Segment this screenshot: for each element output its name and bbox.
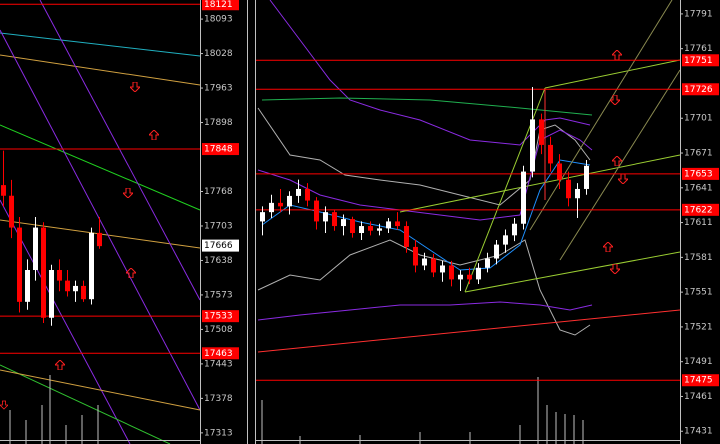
candle-body — [521, 171, 526, 224]
y-tick-label: 17443 — [204, 359, 233, 369]
y-tick-label: 18093 — [204, 15, 233, 25]
candle-body — [566, 179, 571, 199]
candle-body — [539, 119, 544, 145]
y-tick-label: 17551 — [684, 288, 713, 298]
y-tick-label: 17701 — [684, 114, 713, 124]
candle-body — [287, 195, 292, 207]
current-price-box — [202, 239, 239, 252]
y-tick-label: 17898 — [204, 118, 233, 128]
candle-body — [503, 235, 508, 245]
y-tick-label: 17791 — [684, 9, 713, 19]
candle-body — [332, 212, 337, 227]
candle-body — [467, 274, 472, 280]
candle-body — [278, 202, 283, 207]
y-tick-label: 17508 — [204, 325, 233, 335]
candle-body — [305, 188, 310, 201]
candle-body — [548, 144, 553, 164]
candle-body — [557, 163, 562, 180]
candle-body — [1, 185, 6, 196]
candle-body — [575, 188, 580, 199]
y-tick-label: 17521 — [684, 322, 713, 332]
candle-body — [350, 219, 355, 234]
candle-body — [314, 200, 319, 222]
candle-body — [377, 228, 382, 231]
price-label: 17622 — [684, 205, 713, 215]
y-tick-label: 17491 — [684, 357, 713, 367]
candle-body — [584, 165, 589, 189]
candle-body — [431, 258, 436, 273]
y-tick-label: 17768 — [204, 187, 233, 197]
price-label: 17726 — [684, 85, 713, 95]
y-tick-label: 17611 — [684, 218, 713, 228]
candle-body — [395, 221, 400, 227]
price-label: 18121 — [204, 0, 233, 10]
price-label-box — [202, 347, 239, 360]
candle-body — [512, 223, 517, 236]
price-label-box — [202, 143, 239, 156]
price-label: 17463 — [204, 349, 233, 359]
price-label: 17475 — [684, 376, 713, 386]
candle-body — [458, 274, 463, 280]
candle-body — [65, 280, 70, 292]
price-label-box — [202, 310, 239, 323]
candle-body — [9, 195, 14, 228]
candle-body — [359, 226, 364, 234]
candle-body — [57, 270, 62, 281]
y-tick-label: 17573 — [204, 290, 233, 300]
candle-body — [41, 227, 46, 318]
y-tick-label: 17461 — [684, 392, 713, 402]
candle-body — [368, 226, 373, 231]
price-label-box — [682, 374, 719, 387]
y-tick-label: 17431 — [684, 427, 713, 437]
candle-body — [341, 219, 346, 227]
decoration — [0, 0, 681, 444]
candle-body — [49, 270, 54, 318]
price-label: 17848 — [204, 145, 233, 155]
candle-body — [296, 188, 301, 196]
current-price-label: 17666 — [204, 241, 233, 251]
price-label-box — [682, 167, 719, 180]
y-tick-label: 17671 — [684, 149, 713, 159]
candle-body — [17, 227, 22, 302]
y-tick-label: 17703 — [204, 221, 233, 231]
candle-body — [97, 232, 102, 247]
price-label-box — [682, 203, 719, 216]
candle-body — [33, 227, 38, 271]
y-tick-label: 17378 — [204, 394, 233, 404]
candle-body — [25, 270, 30, 302]
candle-body — [476, 267, 481, 280]
y-tick-label: 17638 — [204, 256, 233, 266]
candle-body — [440, 265, 445, 273]
y-tick-label: 17963 — [204, 84, 233, 94]
candle-body — [89, 232, 94, 300]
candle-body — [260, 212, 265, 222]
candle-body — [485, 258, 490, 268]
candle-body — [449, 265, 454, 280]
candle-body — [81, 285, 86, 300]
price-label-box — [682, 83, 719, 96]
candle-body — [413, 246, 418, 266]
price-label: 17751 — [684, 56, 713, 66]
y-tick-label: 17761 — [684, 44, 713, 54]
candle-body — [404, 226, 409, 247]
y-tick-label: 17641 — [684, 183, 713, 193]
y-tick-label: 18028 — [204, 49, 233, 59]
candle-body — [73, 285, 78, 292]
price-label: 17533 — [204, 312, 233, 322]
candle-body — [269, 202, 274, 213]
candle-body — [530, 119, 535, 172]
price-label-box — [202, 0, 239, 11]
price-label: 17653 — [684, 169, 713, 179]
candle-body — [494, 244, 499, 259]
candle-body — [386, 221, 391, 229]
y-tick-label: 17313 — [204, 428, 233, 438]
price-label-box — [682, 54, 719, 67]
y-tick-label: 17581 — [684, 253, 713, 263]
candle-body — [323, 212, 328, 222]
candle-body — [422, 258, 427, 266]
